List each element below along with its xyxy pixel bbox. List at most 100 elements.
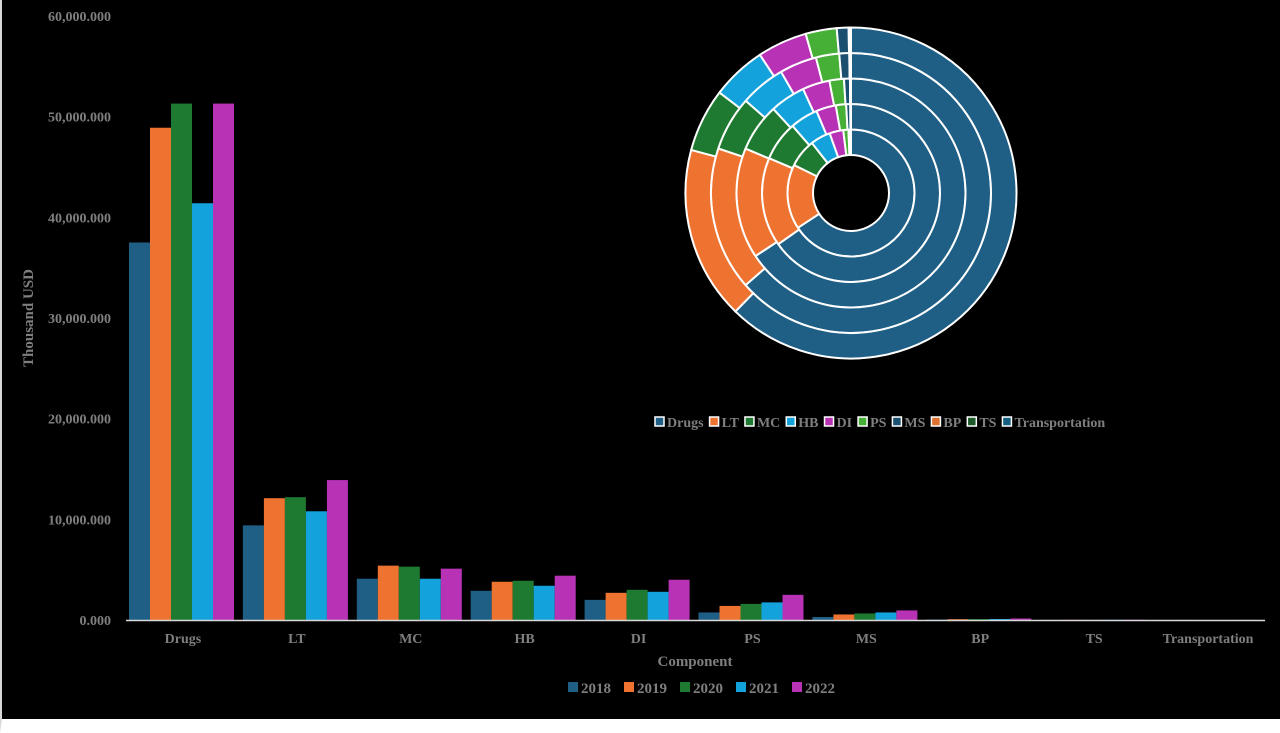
bar-ms-2018 [812,616,834,620]
bar-di-2020 [626,589,648,620]
x-tick-label: Drugs [165,632,202,647]
legend-swatch-2019 [624,682,634,692]
legend-swatch-2021 [736,682,746,692]
bar-hb-2019 [491,581,513,620]
pie-legend-swatch-di [823,416,835,427]
bar-mc-2020 [398,566,420,620]
ring5-slice-drugs [733,26,1018,360]
bar-lt-2021 [305,511,327,620]
pie-legend-swatch-mc [744,416,755,427]
x-tick-label: BP [971,632,989,647]
bar-bp-2020 [968,619,990,620]
bar-mc-2019 [377,565,399,620]
pie-legend-swatch-hb [785,416,797,427]
x-axis-title: Component [657,654,732,670]
bar-chart: 0.000 10,000.000 20,000.000 30,000.000 40,00… [21,10,1265,697]
doughnut-legend: Drugs LT MC HB DI PS MS BP TS Transportation [654,416,1105,431]
bar-drugs-2019 [150,127,171,621]
legend-label-2020: 2020 [693,681,723,697]
doughnut-rings [684,26,1018,360]
bar-ms-2020 [854,613,876,620]
bar-bp-2021 [989,618,1011,620]
y-axis-title: Thousand USD [21,269,37,367]
bar-drugs-2020 [171,103,192,620]
pie-legend-label-ts: TS [979,416,996,431]
bar-mc-2022 [440,568,462,620]
bar-bp-2019 [947,619,969,620]
bar-ps-2022 [782,594,804,620]
bar-legend: 2018 2019 2020 2021 2022 [568,681,835,697]
pie-legend-label-transportation: Transportation [1014,416,1105,431]
bar-di-2021 [647,591,669,620]
bar-lt-2019 [263,498,285,620]
pie-legend-swatch-ms [891,416,903,427]
pie-legend-label-di: DI [837,416,853,431]
pie-legend-label-hb: HB [798,416,818,431]
bar-bp-2022 [1010,618,1032,620]
x-tick-label: PS [744,632,761,647]
bar-ms-2022 [896,610,918,620]
legend-label-2019: 2019 [637,681,667,697]
bar-drugs-2018 [129,242,150,620]
bar-drugs-2022 [213,103,234,620]
pie-legend-swatch-lt [708,416,720,427]
x-tick-label: MC [399,632,422,647]
pie-legend-label-bp: BP [943,416,961,431]
bar-hb-2020 [512,580,534,620]
x-axis-ticks: Drugs LT MC HB DI PS MS BP TS Transportation [165,632,1254,647]
bar-ps-2019 [719,605,741,620]
x-tick-label: DI [631,632,647,647]
pie-legend-label-ms: MS [904,416,925,431]
bar-ms-2019 [833,614,855,620]
bar-drugs-2021 [192,203,213,621]
bar-hb-2021 [533,585,555,620]
y-tick-label: 40,000.000 [48,211,111,226]
y-tick-label: 0.000 [80,614,112,629]
y-tick-label: 30,000.000 [48,312,111,327]
y-axis-ticks: 0.000 10,000.000 20,000.000 30,000.000 40,00… [48,10,111,629]
bar-di-2019 [605,592,627,620]
bar-ps-2021 [761,602,783,620]
pie-legend-label-ps: PS [870,416,887,431]
pie-legend-swatch-bp [930,416,942,427]
legend-swatch-2020 [680,682,690,692]
x-tick-label: TS [1086,632,1103,647]
doughnut-chart: Drugs LT MC HB DI PS MS BP TS Transportation [654,26,1105,431]
legend-label-2022: 2022 [805,681,835,697]
pie-legend-swatch-transportation [1001,416,1013,427]
bar-lt-2022 [326,480,348,620]
bar-mc-2021 [419,578,441,620]
ring4-slice-ms [838,51,851,80]
bar-lt-2020 [284,497,306,620]
pie-legend-label-lt: LT [722,416,740,431]
bar-di-2018 [584,599,606,620]
y-tick-label: 50,000.000 [48,111,111,126]
pie-legend-swatch-drugs [654,416,665,427]
legend-swatch-2022 [792,682,802,692]
bar-bp-2018 [926,619,948,620]
x-tick-label: MS [856,632,877,647]
ring5-slice-ps [804,27,840,60]
ring5-slice-ms [835,26,851,55]
bar-series [129,103,1260,621]
pie-legend-label-drugs: Drugs [667,416,704,431]
bar-ps-2020 [740,603,762,620]
bar-hb-2022 [554,575,576,620]
pie-legend-swatch-ts [966,416,978,427]
x-tick-label: Transportation [1163,632,1254,647]
legend-swatch-2018 [568,682,578,692]
bar-ps-2018 [698,612,720,620]
x-tick-label: LT [288,632,306,647]
legend-label-2021: 2021 [749,681,779,697]
pie-legend-label-mc: MC [757,416,780,431]
bar-mc-2018 [356,578,378,620]
bar-lt-2018 [242,525,264,620]
y-tick-label: 60,000.000 [48,10,111,25]
bar-di-2022 [668,579,690,620]
x-tick-label: HB [515,632,535,647]
legend-label-2018: 2018 [581,681,611,697]
pie-legend-swatch-ps [857,416,868,427]
bar-ms-2021 [875,612,897,620]
